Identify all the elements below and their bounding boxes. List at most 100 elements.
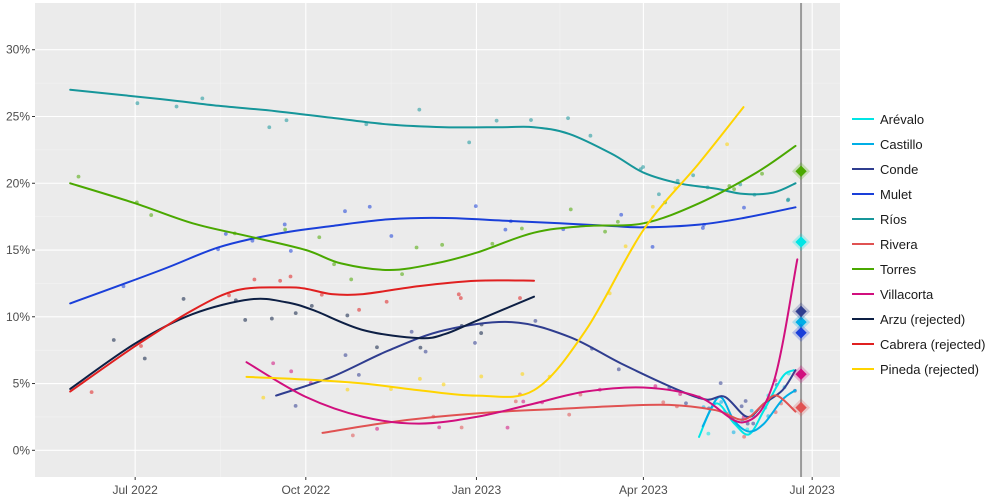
poll-point [76, 174, 81, 179]
poll-point [423, 349, 428, 354]
trend-line-villacorta [245, 258, 799, 425]
poll-point [309, 303, 314, 308]
poll-point [441, 382, 446, 387]
poll-point [731, 430, 736, 435]
poll-point [749, 408, 754, 413]
poll-point [743, 399, 748, 403]
election-day-marker [791, 3, 811, 477]
legend-label: Torres [880, 262, 917, 277]
poll-point [603, 229, 607, 234]
poll-point [684, 401, 688, 406]
poll-point [284, 118, 289, 123]
poll-point [414, 245, 419, 250]
poll-point [458, 296, 463, 300]
poll-point [142, 356, 147, 361]
legend-label: Arévalo [880, 112, 924, 127]
poll-point [521, 399, 526, 404]
legend-label: Arzu (rejected) [880, 312, 965, 327]
poll-point [568, 207, 573, 212]
result-diamond [795, 236, 807, 248]
poll-point [479, 331, 484, 335]
legend-label: Mulet [880, 187, 912, 202]
result-diamond [795, 165, 807, 177]
poll-point [494, 118, 499, 123]
legend-label: Conde [880, 162, 918, 177]
poll-point [641, 165, 645, 169]
x-tick-label: Jan 2023 [452, 483, 502, 497]
poll-point [349, 277, 354, 282]
poll-point [653, 384, 658, 388]
poll-point [745, 421, 750, 426]
legend-label: Cabrera (rejected) [880, 337, 986, 352]
legend-label: Rivera [880, 237, 918, 252]
result-diamond [795, 401, 807, 414]
poll-point [760, 171, 764, 176]
poll-point [267, 125, 272, 130]
poll-point [742, 205, 746, 210]
poll-point [578, 392, 583, 397]
poll-point [678, 392, 683, 396]
poll-point [367, 204, 372, 209]
poll-point [283, 227, 288, 232]
poll-point [623, 244, 628, 249]
poll-point [566, 116, 570, 121]
poll-point [725, 142, 729, 147]
trend-line-pineda-rejected [245, 106, 745, 398]
poll-point [111, 338, 116, 342]
poll-point [619, 212, 624, 217]
poll-point [343, 353, 348, 357]
poll-point [282, 222, 287, 227]
poll-point [252, 277, 257, 282]
trend-line-torres [69, 144, 797, 271]
poll-point [473, 204, 478, 209]
poll-point [467, 140, 472, 145]
poll-point [675, 178, 680, 183]
poll-point [503, 227, 508, 232]
poll-point [732, 187, 737, 192]
poll-point [345, 313, 350, 318]
poll-point [288, 274, 293, 279]
legend: Arévalo Castillo Conde Mulet Ríos Rivera Torre… [848, 104, 998, 384]
poll-point [518, 296, 522, 300]
result-diamond [795, 305, 807, 318]
y-tick-label: 20% [6, 176, 30, 190]
poll-point [706, 431, 711, 436]
poll-point [615, 219, 620, 224]
legend-label: Ríos [880, 212, 907, 227]
major-gridlines [35, 3, 840, 477]
poll-point [650, 204, 655, 209]
y-tick-label: 5% [13, 377, 31, 391]
poll-point [691, 173, 696, 178]
poll-point [440, 242, 445, 247]
x-tick-label: Oct 2022 [281, 483, 330, 497]
poll-point [357, 307, 361, 312]
poll-point [332, 262, 336, 267]
poll-point [567, 412, 572, 417]
poll-point [389, 387, 393, 392]
y-tick-label: 0% [13, 443, 31, 457]
poll-point [650, 244, 655, 249]
poll-point [135, 101, 140, 106]
legend-label: Pineda (rejected) [880, 362, 979, 377]
trend-line-cabrera-rejected [69, 279, 535, 393]
y-tick-label: 30% [6, 43, 30, 57]
poll-point [317, 235, 322, 240]
x-tick-label: Apr 2023 [619, 483, 668, 497]
trend-lines [69, 88, 799, 438]
poll-point [89, 390, 94, 395]
poll-point [616, 367, 621, 372]
poll-point [513, 399, 518, 404]
poll-point [490, 241, 495, 246]
trend-line-ar-valo [698, 369, 795, 438]
trend-line-r-os [69, 88, 797, 196]
poll-point [700, 226, 705, 230]
poll-point [384, 299, 389, 304]
poll-point [271, 361, 276, 366]
poll-point [139, 344, 143, 348]
poll-point [742, 434, 747, 439]
poll-point [751, 421, 756, 426]
poll-point [319, 292, 324, 297]
poll-point [350, 433, 355, 438]
poll-point [533, 319, 538, 323]
poll-point [505, 425, 510, 430]
